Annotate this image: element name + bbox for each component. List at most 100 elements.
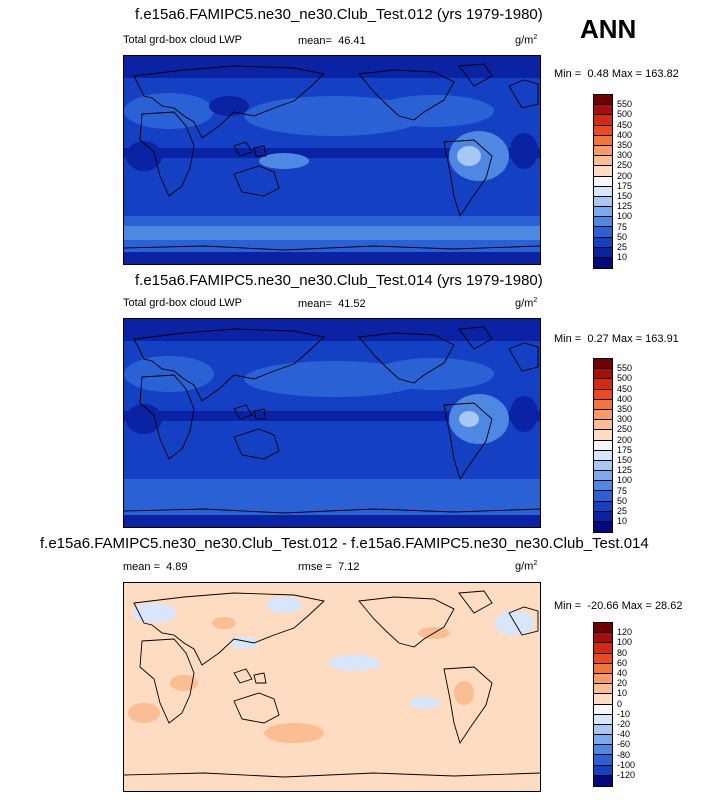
panel-1-colorbar-label: 10 xyxy=(617,252,628,263)
panel-1-map-svg xyxy=(124,56,540,264)
panel-1-colorbar-label: 500 xyxy=(617,109,633,120)
panel-2-colorbar-label: 125 xyxy=(617,465,633,476)
panel-3-colorbar-box xyxy=(594,775,612,786)
panel-2-colorbar-label: 10 xyxy=(617,516,628,527)
panel-1-mean-value: 46.41 xyxy=(338,35,366,47)
panel-2-units: g/m2 xyxy=(515,297,537,310)
coastline-antarctica xyxy=(124,508,540,514)
panel-3-colorbar-label: -120 xyxy=(617,770,636,780)
coastline-africa xyxy=(139,374,195,460)
panel-2-colorbar-box xyxy=(594,501,612,512)
coastline-europe-west xyxy=(508,342,539,372)
coastline-greenland xyxy=(458,590,493,614)
panel-3-colorbar-box xyxy=(594,755,612,766)
panel-2-colorbar-box xyxy=(594,440,612,451)
panel-1-colorbar-box xyxy=(594,156,612,167)
panel-2-colorbar-label: 350 xyxy=(617,404,633,414)
panel-3-colorbar-box xyxy=(594,704,612,715)
panel-2-colorbar-box xyxy=(594,399,612,410)
panel-2-colorbar-label: 200 xyxy=(617,434,633,445)
panel-3-colorbar-box xyxy=(594,673,612,685)
panel-3-colorbar-label: -20 xyxy=(617,719,631,729)
coastline-south-america xyxy=(443,666,493,745)
panel-3-mean-label: mean = xyxy=(123,561,160,573)
panel-1-title: f.e15a6.FAMIPC5.ne30_ne30.Club_Test.012 … xyxy=(135,6,543,23)
coastline-maritime xyxy=(233,141,267,157)
panel-1-colorbar-label: 100 xyxy=(617,211,633,222)
panel-2-colorbar-box xyxy=(594,471,612,482)
panel-2-colorbar-box xyxy=(594,450,612,461)
panel-1-colorbar-label: 25 xyxy=(617,242,628,252)
coastline-greenland xyxy=(458,63,493,87)
panel-2-variable-label: Total grd-box cloud LWP xyxy=(123,297,243,309)
panel-3-colorbar-box xyxy=(594,623,612,634)
panel-1-colorbar-label: 400 xyxy=(617,129,633,140)
panel-3-min-value: -20.66 xyxy=(587,600,619,612)
panel-1-colorbar-label: 300 xyxy=(617,150,633,161)
panel-3-colorbar-box xyxy=(594,765,612,776)
panel-1-colorbar-box xyxy=(594,186,612,197)
panel-3-title: f.e15a6.FAMIPC5.ne30_ne30.Club_Test.012 … xyxy=(40,535,649,552)
panel-3-colorbar-box xyxy=(594,684,612,695)
coastline-north-america xyxy=(358,69,455,121)
panel-2-mean-value: 41.52 xyxy=(338,298,366,310)
panel-3-colorbar-box xyxy=(594,694,612,705)
panel-1-units-text: g/m xyxy=(515,34,534,47)
panel-2-colorbar-label: 50 xyxy=(617,495,628,506)
panel-2-colorbar-label: 150 xyxy=(617,455,633,465)
panel-3-mean-value: 4.89 xyxy=(166,561,188,573)
panel-2-max-value: 163.91 xyxy=(645,333,679,345)
coastline-australia xyxy=(233,692,280,724)
panel-1-variable-label: Total grd-box cloud LWP xyxy=(123,34,243,46)
panel-3-rmse-value: 7.12 xyxy=(338,561,360,573)
panel-3-minmax: Min = -20.66 Max = 28.62 xyxy=(554,600,682,612)
panel-2-colorbar-box xyxy=(594,511,612,522)
coastline-eurasia xyxy=(133,592,325,666)
coastline-antarctica xyxy=(124,245,540,251)
coastline-australia xyxy=(233,428,280,460)
panel-2-max-label: Max = xyxy=(611,333,643,345)
panel-2-colorbar-label: 500 xyxy=(617,373,633,384)
panel-1-mean: mean= 46.41 xyxy=(298,35,366,47)
coastline-north-america xyxy=(358,332,455,384)
panel-2-mean-label: mean= xyxy=(298,298,332,310)
panel-2-colorbar-box xyxy=(594,460,612,472)
panel-2-colorbar-label: 100 xyxy=(617,475,633,486)
panel-1-max-value: 163.82 xyxy=(645,68,679,80)
panel-2-minmax: Min = 0.27 Max = 163.91 xyxy=(554,333,679,345)
panel-1-map xyxy=(123,55,541,265)
panel-3-colorbar xyxy=(593,622,613,787)
coastline-south-america xyxy=(443,139,493,218)
panel-3-units-exp: 2 xyxy=(533,560,538,567)
coastline-europe-west xyxy=(508,79,539,109)
coastline-europe-west xyxy=(508,606,539,636)
panel-2-colorbar-label: 25 xyxy=(617,506,628,516)
panel-3-map xyxy=(123,582,541,792)
panel-3-colorbar-box xyxy=(594,735,612,746)
panel-1-colorbar-label: 250 xyxy=(617,160,633,171)
panel-1-colorbar-label: 150 xyxy=(617,191,633,201)
panel-2-min-value: 0.27 xyxy=(587,333,609,345)
panel-1-colorbar-label: 125 xyxy=(617,201,633,212)
panel-3-colorbar-label: -60 xyxy=(617,739,631,750)
panel-1-colorbar-box xyxy=(594,258,612,269)
panel-3-rmse: rmse = 7.12 xyxy=(298,561,359,573)
panel-1-colorbar-label: 75 xyxy=(617,221,628,232)
panel-1-colorbar-box xyxy=(594,125,612,136)
panel-1-units: g/m2 xyxy=(515,34,537,47)
panel-1-colorbar-box xyxy=(594,135,612,146)
panel-2-colorbar-box xyxy=(594,522,612,533)
panel-1-colorbar-label: 200 xyxy=(617,170,633,181)
panel-3-colorbar-label: 0 xyxy=(617,698,623,709)
panel-3-rmse-label: rmse = xyxy=(298,561,332,573)
panel-1-colorbar-box xyxy=(594,196,612,208)
panel-2-colorbar-label: 175 xyxy=(617,444,633,455)
panel-2-colorbar-box xyxy=(594,420,612,431)
panel-3-colorbar-label: 80 xyxy=(617,647,628,658)
panel-2-map-svg xyxy=(124,319,540,527)
panel-1-colorbar-label: 50 xyxy=(617,231,628,242)
panel-2-min-label: Min = xyxy=(554,333,582,345)
panel-1-colorbar-box xyxy=(594,105,612,116)
panel-2-units-text: g/m xyxy=(515,297,534,310)
coastline-africa xyxy=(139,111,195,197)
